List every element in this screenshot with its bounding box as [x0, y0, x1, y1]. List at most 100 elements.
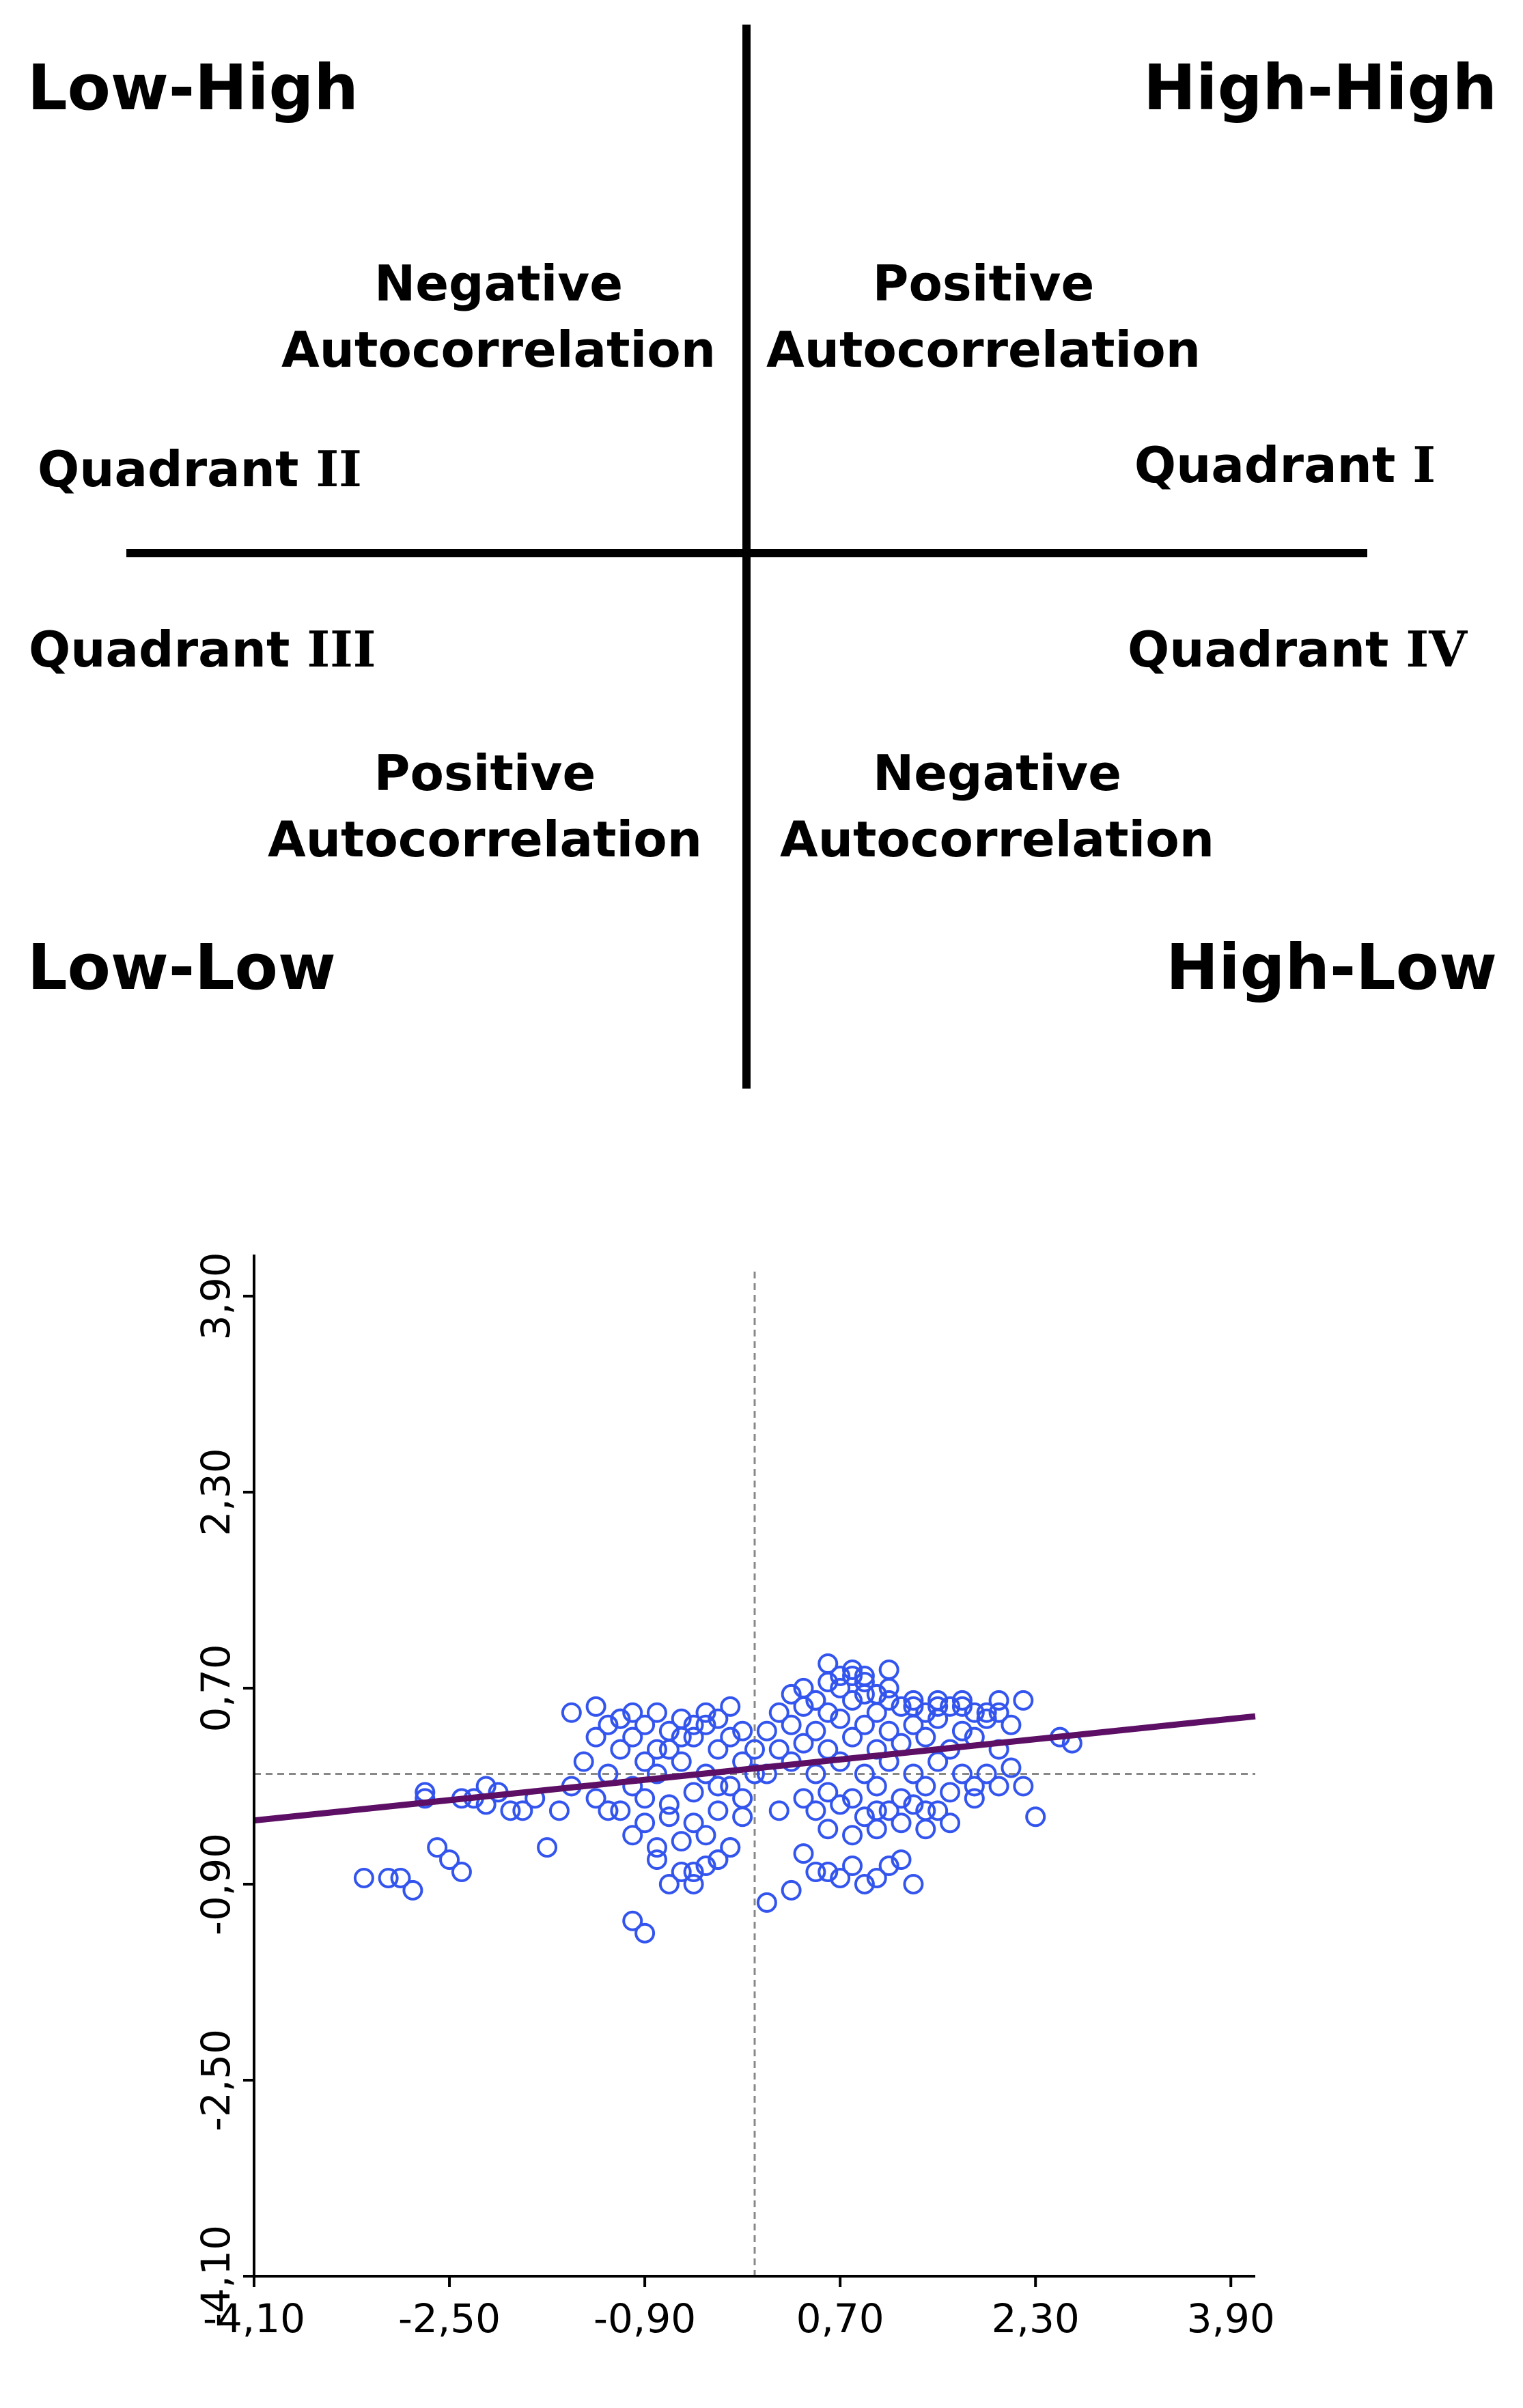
y-tick-label: 2,30 — [193, 1448, 239, 1536]
scatter-point — [805, 1720, 826, 1741]
scatter-point — [695, 1825, 716, 1846]
scatter-point — [683, 1862, 704, 1883]
scatter-point — [671, 1862, 692, 1883]
scatter-point — [610, 1739, 631, 1760]
quadrant-i-prefix: Quadrant — [1134, 436, 1412, 494]
scatter-point — [622, 1726, 643, 1748]
upper-right-autocorrelation-line1: Positive — [873, 255, 1095, 312]
scatter-point — [622, 1702, 643, 1723]
scatter-point — [622, 1910, 643, 1931]
scatter-point — [891, 1696, 912, 1717]
scatter-point — [805, 1862, 826, 1883]
scatter-point — [781, 1683, 802, 1705]
label-low-low: Low-Low — [27, 931, 336, 1004]
scatter-point — [671, 1708, 692, 1729]
label-low-high: Low-High — [27, 51, 359, 124]
scatter-point — [427, 1837, 448, 1858]
scatter-point — [915, 1800, 936, 1821]
plot-axes — [253, 1255, 1255, 2278]
scatter-point — [927, 1800, 949, 1821]
scatter-point — [610, 1708, 631, 1729]
scatter-point — [683, 1714, 704, 1735]
quadrant-i-numeral: I — [1412, 436, 1436, 494]
scatter-point — [646, 1702, 667, 1723]
scatter-point — [744, 1763, 765, 1784]
scatter-point — [720, 1726, 741, 1748]
scatter-point — [720, 1837, 741, 1858]
y-tick-labels: -4,10 -2,50 -0,90 0,70 2,30 3,90 — [193, 1252, 239, 2327]
scatter-point — [940, 1696, 961, 1717]
scatter-point — [610, 1800, 631, 1821]
scatter-point — [805, 1800, 826, 1821]
scatter-point — [878, 1720, 899, 1741]
scatter-point — [854, 1665, 875, 1686]
scatter-point — [903, 1763, 924, 1784]
scatter-point — [842, 1665, 863, 1686]
scatter-point — [842, 1788, 863, 1809]
scatter-point — [708, 1708, 729, 1729]
upper-left-autocorrelation-line2: Autocorrelation — [281, 321, 716, 378]
scatter-point — [903, 1873, 924, 1894]
scatter-point — [585, 1696, 606, 1717]
scatter-point — [878, 1800, 899, 1821]
scatter-point — [951, 1763, 973, 1784]
scatter-point — [891, 1812, 912, 1834]
scatter-point — [830, 1665, 851, 1686]
scatter-point — [976, 1763, 997, 1784]
y-tick-label: -0,90 — [193, 1833, 239, 1935]
scatter-point — [781, 1879, 802, 1901]
scatter-point — [1025, 1806, 1046, 1828]
lower-right-autocorrelation-line2: Autocorrelation — [780, 811, 1214, 868]
scatter-point — [793, 1677, 814, 1698]
scatter-point — [927, 1751, 949, 1772]
scatter-point — [1001, 1714, 1022, 1735]
scatter-point — [915, 1702, 936, 1723]
scatter-point — [634, 1922, 656, 1944]
scatter-point — [390, 1867, 411, 1888]
x-tick-label: -4,10 — [203, 2295, 305, 2342]
scatter-point — [818, 1819, 839, 1840]
scatter-point — [842, 1825, 863, 1846]
scatter-point — [842, 1690, 863, 1711]
scatter-point — [903, 1690, 924, 1711]
scatter-point — [708, 1800, 729, 1821]
x-tick-label: 3,90 — [1187, 2295, 1275, 2342]
y-tick-label: -2,50 — [193, 2029, 239, 2131]
scatter-point — [793, 1733, 814, 1754]
quadrant-ii-numeral: II — [316, 440, 361, 498]
quadrant-i-label: Quadrant I — [1134, 436, 1436, 494]
scatter-point — [708, 1739, 729, 1760]
y-tick-label: 0,70 — [193, 1644, 239, 1732]
upper-left-autocorrelation-line1: Negative — [374, 255, 623, 312]
scatter-point — [622, 1776, 643, 1797]
upper-right-autocorrelation-line2: Autocorrelation — [766, 321, 1201, 378]
scatter-point — [768, 1739, 790, 1760]
x-tick-label: -0,90 — [593, 2295, 696, 2342]
scatter-point — [951, 1696, 973, 1717]
label-high-high: High-High — [1143, 51, 1497, 124]
scatter-point — [708, 1849, 729, 1871]
scatter-point — [683, 1782, 704, 1803]
scatter-point — [598, 1800, 619, 1821]
scatter-point — [768, 1702, 790, 1723]
scatter-point — [695, 1702, 716, 1723]
scatter-point — [573, 1751, 594, 1772]
scatter-point — [634, 1812, 656, 1834]
scatter-point — [1001, 1757, 1022, 1778]
scatter-point — [671, 1831, 692, 1852]
label-high-low: High-Low — [1166, 931, 1497, 1004]
scatter-point — [988, 1776, 1009, 1797]
scatter-point — [830, 1708, 851, 1729]
scatter-point — [818, 1702, 839, 1723]
moran-scatter-plot: -4,10 -2,50 -0,90 0,70 2,30 3,90 -4,10 -2,50 -0… — [193, 1252, 1275, 2342]
scatter-point — [878, 1690, 899, 1711]
scatter-point — [732, 1806, 753, 1828]
scatter-point — [903, 1696, 924, 1717]
y-tick-label: 3,90 — [193, 1252, 239, 1340]
scatter-point — [951, 1720, 973, 1741]
scatter-point — [537, 1837, 558, 1858]
quadrant-iv-prefix: Quadrant — [1128, 621, 1406, 678]
scatter-point — [634, 1714, 656, 1735]
scatter-point — [915, 1726, 936, 1748]
scatter-point — [768, 1800, 790, 1821]
